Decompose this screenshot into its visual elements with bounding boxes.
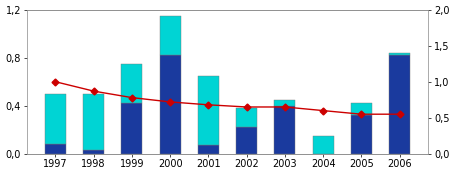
Bar: [198, 76, 219, 145]
Bar: [313, 136, 334, 154]
Bar: [389, 53, 410, 55]
Bar: [83, 150, 104, 154]
Bar: [274, 100, 295, 106]
Bar: [160, 16, 181, 55]
Bar: [45, 144, 66, 154]
Bar: [236, 127, 257, 154]
Bar: [83, 94, 104, 150]
Bar: [389, 55, 410, 154]
Bar: [45, 94, 66, 144]
Bar: [351, 103, 372, 115]
Bar: [236, 108, 257, 127]
Bar: [351, 115, 372, 154]
Bar: [121, 64, 142, 103]
Bar: [160, 55, 181, 154]
Bar: [121, 103, 142, 154]
Bar: [198, 145, 219, 154]
Bar: [274, 106, 295, 154]
